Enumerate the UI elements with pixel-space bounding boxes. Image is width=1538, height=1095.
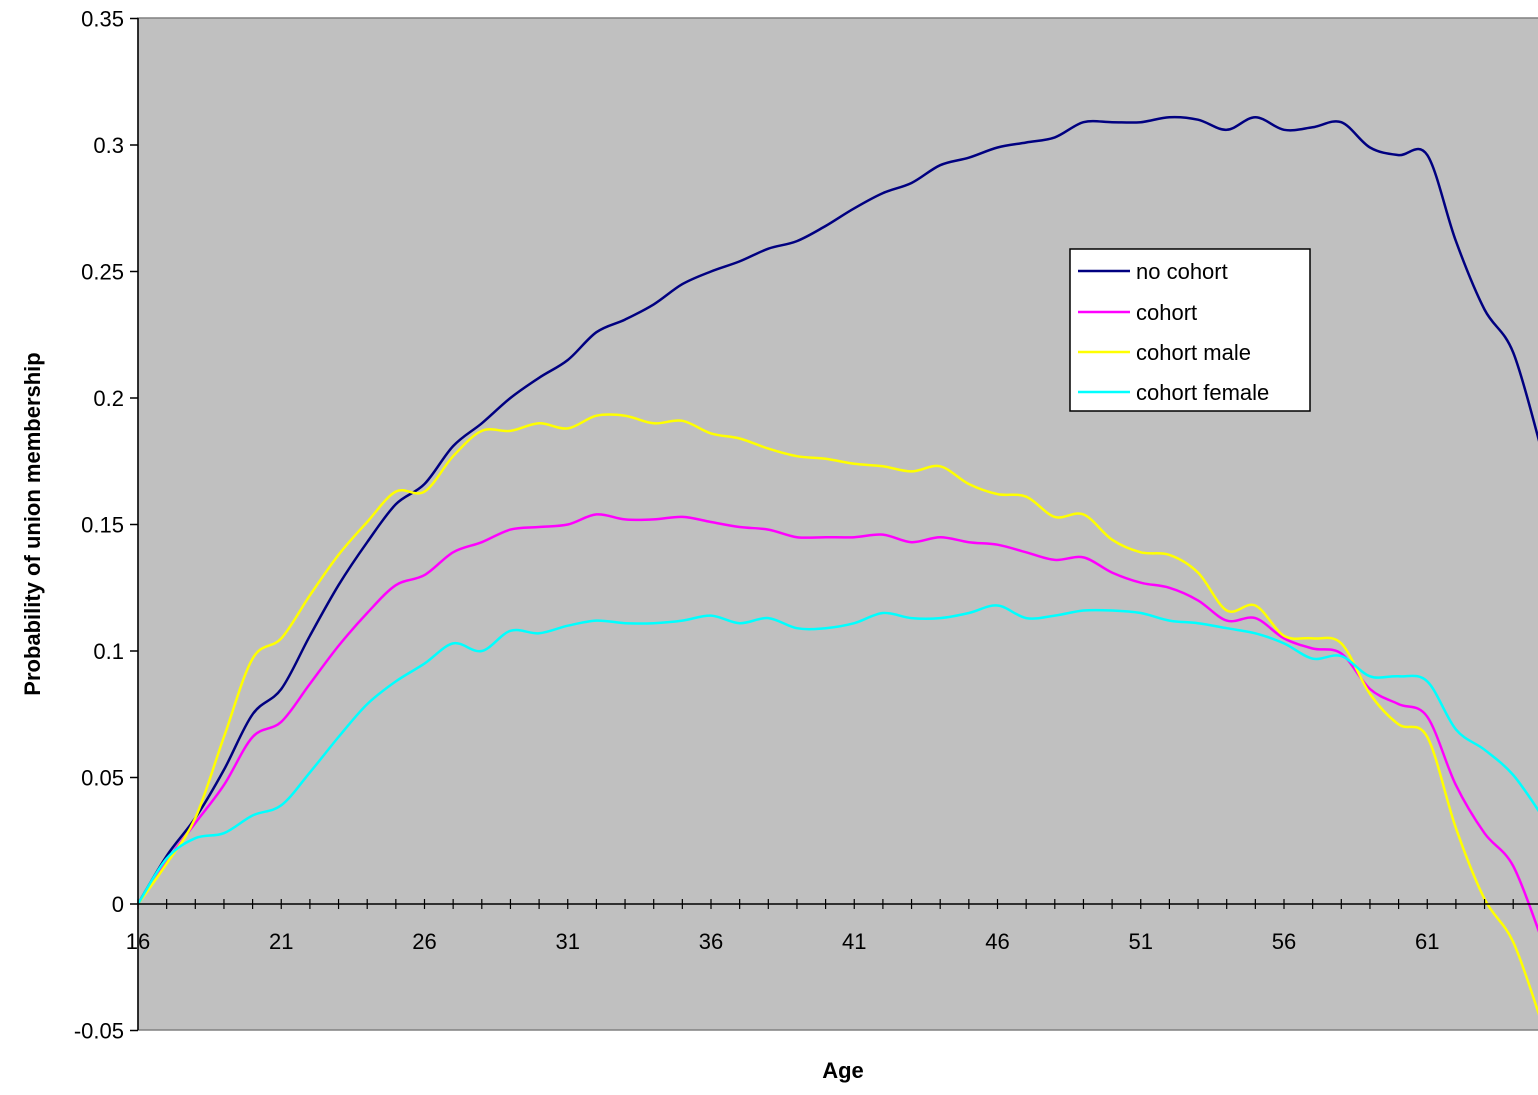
series-line-cohort: [136, 513, 1538, 933]
y-tick-label: 0.25: [81, 260, 124, 285]
legend-label-cohort: cohort: [1136, 300, 1197, 325]
series-line-cohort-male: [136, 413, 1538, 1016]
legend: no cohort cohort cohort male cohort fema…: [1069, 248, 1311, 412]
x-tick-label: 26: [412, 929, 436, 954]
y-tick-label: -0.05: [74, 1019, 124, 1044]
y-tick-label: 0.15: [81, 513, 124, 538]
x-tick-label: 46: [985, 929, 1009, 954]
series-layer: [136, 115, 1538, 1016]
x-tick-label: 36: [699, 929, 723, 954]
legend-label-cohort-female: cohort female: [1136, 380, 1269, 405]
plot-area: [137, 17, 1538, 1031]
y-tick-label: 0.2: [93, 386, 124, 411]
x-tick-label: 61: [1415, 929, 1439, 954]
y-tick-label: 0.3: [93, 133, 124, 158]
legend-label-no-cohort: no cohort: [1136, 259, 1228, 284]
series-line-no-cohort: [136, 115, 1538, 905]
x-tick-label: 31: [556, 929, 580, 954]
legend-box: [1069, 248, 1311, 412]
series-line-cohort-female: [136, 604, 1538, 905]
y-tick-label: 0.1: [93, 639, 124, 664]
legend-label-cohort-male: cohort male: [1136, 340, 1251, 365]
y-tick-label: 0.35: [81, 7, 124, 32]
x-tick-label: 21: [269, 929, 293, 954]
x-tick-label: 16: [126, 929, 150, 954]
y-tick-label: 0: [112, 892, 124, 917]
y-tick-label: 0.05: [81, 766, 124, 791]
y-axis-title: Probability of union membership: [20, 352, 45, 695]
x-tick-label: 41: [842, 929, 866, 954]
x-axis-title: Age: [822, 1058, 864, 1083]
y-axis-ticks: -0.05 0 0.05 0.1 0.15 0.2 0.25 0.3 0.35: [74, 7, 138, 1044]
x-tick-label: 56: [1272, 929, 1296, 954]
x-tick-label: 51: [1129, 929, 1153, 954]
x-axis-ticks: 16 21 26 31 36 41 46 51 56 61: [126, 899, 1514, 954]
